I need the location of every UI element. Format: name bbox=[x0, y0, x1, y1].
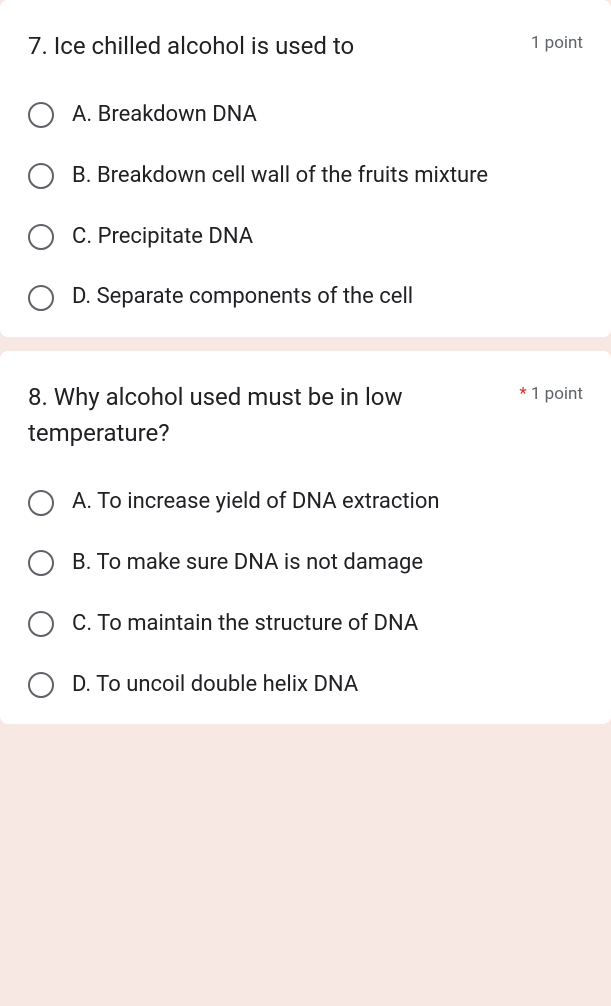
radio-icon bbox=[28, 285, 54, 311]
radio-icon bbox=[28, 550, 54, 576]
option-a[interactable]: A. To increase yield of DNA extraction bbox=[28, 487, 583, 518]
option-label: A. Breakdown DNA bbox=[72, 100, 257, 131]
option-c[interactable]: C. To maintain the structure of DNA bbox=[28, 609, 583, 640]
question-body: Why alcohol used must be in low temperat… bbox=[28, 383, 403, 447]
question-header: 8. Why alcohol used must be in low tempe… bbox=[28, 379, 583, 451]
radio-icon bbox=[28, 611, 54, 637]
option-label: C. Precipitate DNA bbox=[72, 222, 253, 253]
question-text: 7. Ice chilled alcohol is used to bbox=[28, 28, 531, 64]
points-value: 1 point bbox=[531, 384, 583, 404]
option-label: A. To increase yield of DNA extraction bbox=[72, 487, 440, 518]
question-number: 7. bbox=[28, 32, 48, 60]
option-b[interactable]: B. Breakdown cell wall of the fruits mix… bbox=[28, 161, 583, 192]
option-d[interactable]: D. Separate components of the cell bbox=[28, 282, 583, 313]
option-label: C. To maintain the structure of DNA bbox=[72, 609, 418, 640]
question-points: 1 point bbox=[531, 28, 583, 59]
option-label: D. To uncoil double helix DNA bbox=[72, 670, 358, 701]
option-d[interactable]: D. To uncoil double helix DNA bbox=[28, 670, 583, 701]
options-list: A. To increase yield of DNA extraction B… bbox=[28, 487, 583, 700]
question-number: 8. bbox=[28, 383, 48, 411]
question-card-7: 7. Ice chilled alcohol is used to 1 poin… bbox=[0, 0, 611, 337]
option-label: D. Separate components of the cell bbox=[72, 282, 413, 313]
question-points: * 1 point bbox=[515, 379, 583, 410]
question-header: 7. Ice chilled alcohol is used to 1 poin… bbox=[28, 28, 583, 64]
radio-icon bbox=[28, 672, 54, 698]
radio-icon bbox=[28, 224, 54, 250]
question-body: Ice chilled alcohol is used to bbox=[54, 32, 354, 60]
required-asterisk-icon: * bbox=[519, 384, 526, 404]
radio-icon bbox=[28, 163, 54, 189]
option-label: B. To make sure DNA is not damage bbox=[72, 548, 423, 579]
option-label: B. Breakdown cell wall of the fruits mix… bbox=[72, 161, 488, 192]
question-card-8: 8. Why alcohol used must be in low tempe… bbox=[0, 351, 611, 724]
question-text: 8. Why alcohol used must be in low tempe… bbox=[28, 379, 515, 451]
options-list: A. Breakdown DNA B. Breakdown cell wall … bbox=[28, 100, 583, 313]
radio-icon bbox=[28, 102, 54, 128]
radio-icon bbox=[28, 490, 54, 516]
option-b[interactable]: B. To make sure DNA is not damage bbox=[28, 548, 583, 579]
option-a[interactable]: A. Breakdown DNA bbox=[28, 100, 583, 131]
option-c[interactable]: C. Precipitate DNA bbox=[28, 222, 583, 253]
